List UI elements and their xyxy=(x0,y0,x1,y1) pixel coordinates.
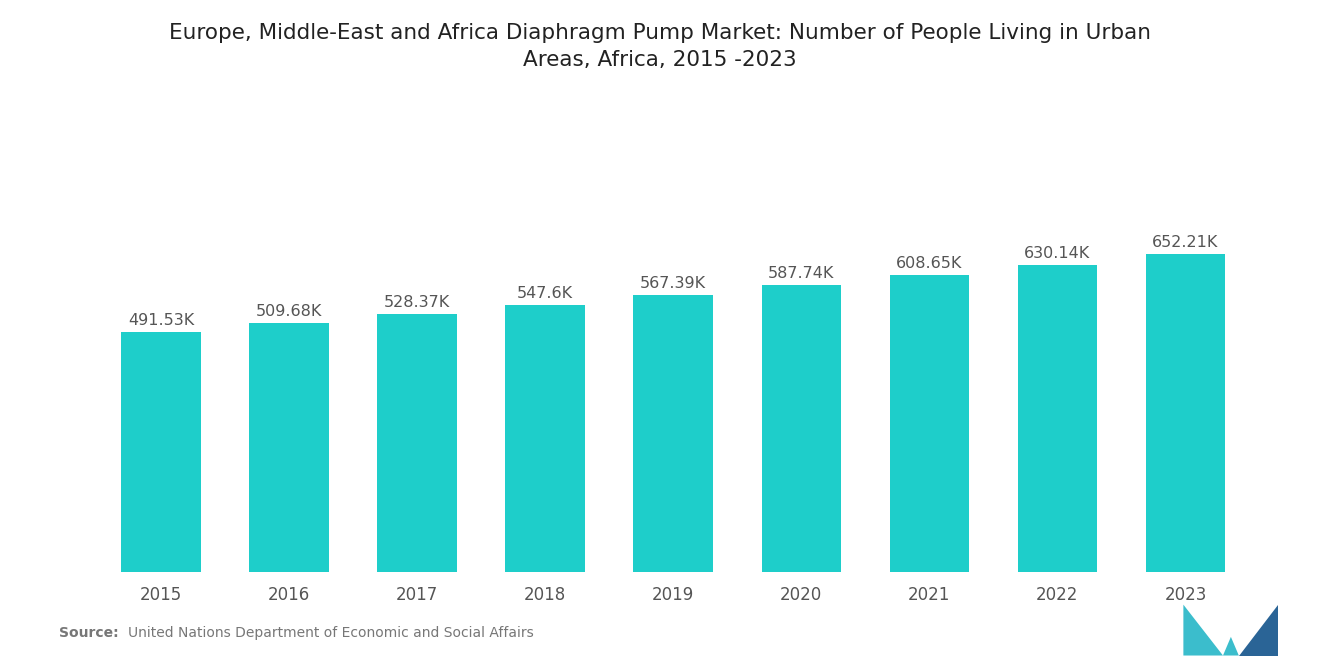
Bar xyxy=(634,295,713,572)
Text: 587.74K: 587.74K xyxy=(768,267,834,281)
Text: 630.14K: 630.14K xyxy=(1024,245,1090,261)
Text: 547.6K: 547.6K xyxy=(517,286,573,301)
Bar xyxy=(762,285,841,572)
Bar xyxy=(506,305,585,572)
Bar xyxy=(378,315,457,572)
Text: 567.39K: 567.39K xyxy=(640,276,706,291)
Text: Europe, Middle-East and Africa Diaphragm Pump Market: Number of People Living in: Europe, Middle-East and Africa Diaphragm… xyxy=(169,23,1151,70)
Bar xyxy=(249,323,329,572)
Text: 528.37K: 528.37K xyxy=(384,295,450,311)
Text: 652.21K: 652.21K xyxy=(1152,235,1218,250)
Bar xyxy=(890,275,969,572)
Text: Source:: Source: xyxy=(59,626,119,640)
Text: United Nations Department of Economic and Social Affairs: United Nations Department of Economic an… xyxy=(128,626,533,640)
Bar xyxy=(1146,254,1225,572)
Text: 608.65K: 608.65K xyxy=(896,256,962,271)
Text: 491.53K: 491.53K xyxy=(128,313,194,329)
Bar xyxy=(121,332,201,572)
Text: 509.68K: 509.68K xyxy=(256,305,322,319)
Bar xyxy=(1018,265,1097,572)
